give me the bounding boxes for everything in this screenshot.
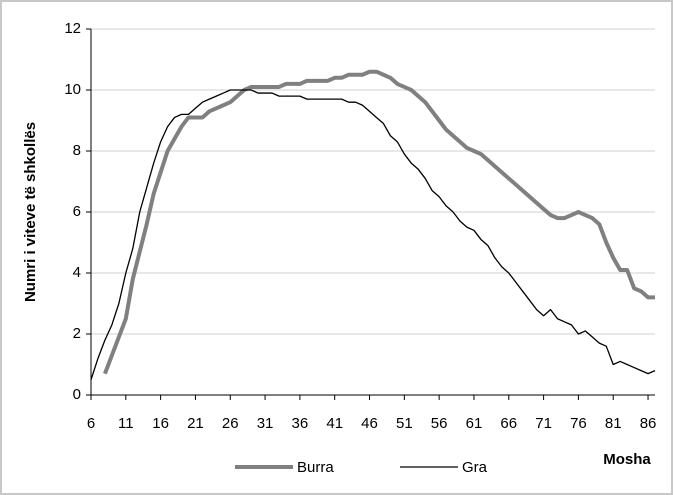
x-tick-label: 26 bbox=[222, 415, 239, 432]
legend-label: Gra bbox=[462, 459, 488, 476]
x-tick-label: 21 bbox=[187, 415, 204, 432]
y-tick-label: 10 bbox=[64, 81, 81, 98]
x-tick-label: 71 bbox=[535, 415, 552, 432]
x-axis-label: Mosha bbox=[603, 451, 651, 468]
x-tick-label: 51 bbox=[396, 415, 413, 432]
x-tick-label: 61 bbox=[466, 415, 483, 432]
series-line bbox=[103, 69, 655, 375]
x-tick-label: 16 bbox=[152, 415, 169, 432]
legend-label: Burra bbox=[297, 459, 334, 476]
x-tick-label: 36 bbox=[292, 415, 309, 432]
y-tick-label: 0 bbox=[73, 386, 81, 403]
x-tick-label: 81 bbox=[605, 415, 622, 432]
x-tick-label: 46 bbox=[361, 415, 378, 432]
x-tick-label: 41 bbox=[326, 415, 343, 432]
y-axis-label: Numri i viteve të shkollës bbox=[22, 122, 39, 302]
x-tick-label: 11 bbox=[118, 415, 134, 432]
x-tick-label: 6 bbox=[87, 415, 95, 432]
y-tick-label: 12 bbox=[64, 20, 81, 37]
x-tick-label: 86 bbox=[640, 415, 657, 432]
x-tick-label: 76 bbox=[570, 415, 587, 432]
y-tick-label: 8 bbox=[73, 142, 81, 159]
y-tick-label: 6 bbox=[73, 203, 81, 220]
x-tick-label: 31 bbox=[257, 415, 274, 432]
x-tick-label: 66 bbox=[500, 415, 517, 432]
y-tick-label: 2 bbox=[73, 325, 81, 342]
series-line bbox=[90, 89, 656, 380]
x-tick-label: 56 bbox=[431, 415, 448, 432]
y-tick-label: 4 bbox=[73, 264, 81, 281]
